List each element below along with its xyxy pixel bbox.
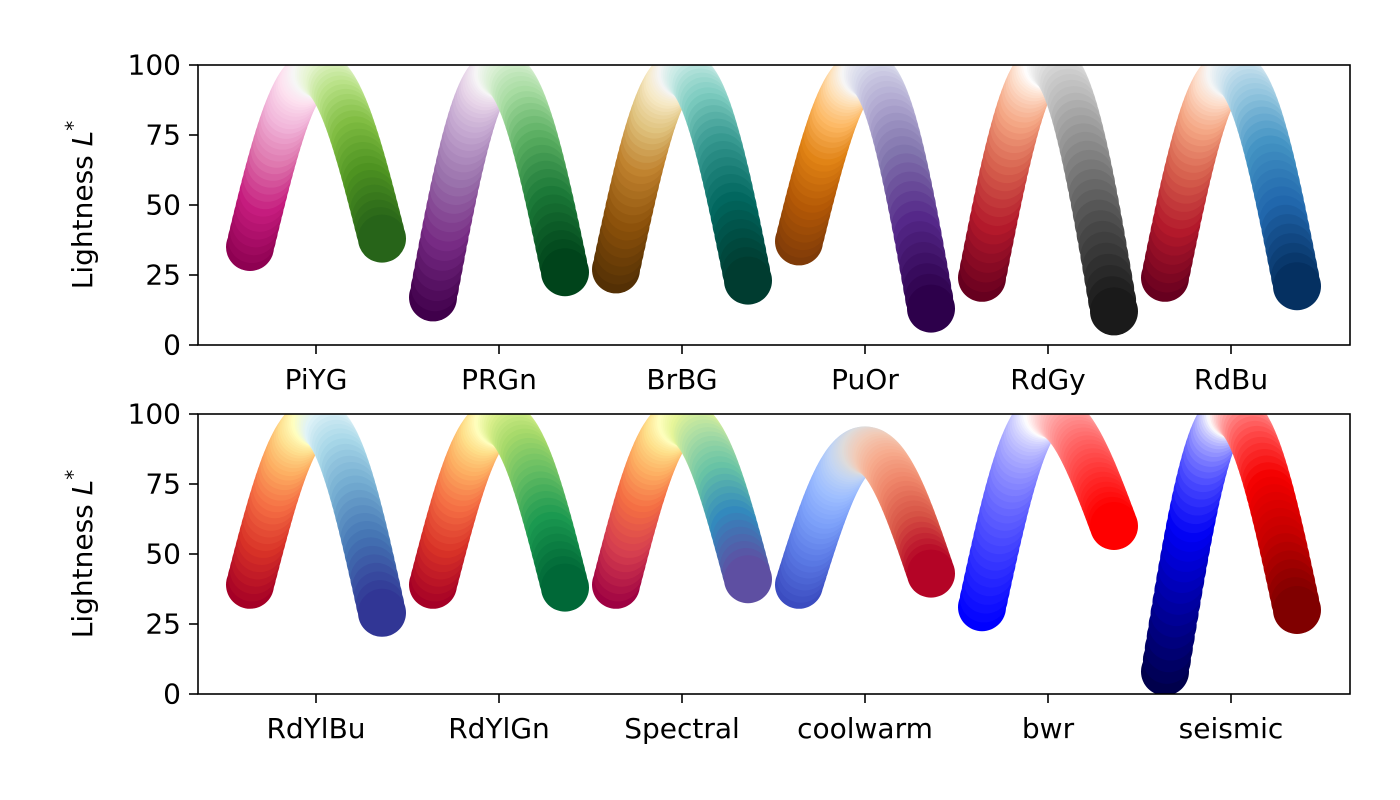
data-point	[724, 555, 772, 604]
series-seismic	[1141, 414, 1321, 694]
x-tick-label: RdBu	[1194, 363, 1268, 396]
x-tick-label: RdGy	[1010, 363, 1086, 396]
y-tick-label: 50	[145, 538, 181, 571]
bottom-axes: 0 25 50 75 100 RdYlBu RdYlGn Spectral coolwarm b…	[61, 398, 1351, 745]
x-tick-label: seismic	[1179, 712, 1284, 745]
top-x-ticks: PiYG PRGn BrBG PuOr RdGy RdBu	[285, 345, 1268, 396]
x-tick-label: coolwarm	[797, 712, 933, 745]
data-point	[1273, 586, 1321, 634]
data-point	[541, 563, 589, 612]
bottom-plot-markers	[226, 414, 1321, 694]
y-tick-label: 100	[128, 49, 181, 82]
series-prgn	[409, 65, 589, 322]
y-tick-label: 25	[145, 608, 181, 641]
bottom-y-ticks: 0 25 50 75 100	[128, 398, 198, 711]
x-tick-label: RdYlGn	[448, 712, 550, 745]
x-tick-label: bwr	[1022, 712, 1075, 745]
data-point	[724, 256, 772, 305]
y-tick-label: 75	[145, 468, 181, 501]
y-tick-label: 0	[163, 329, 181, 362]
x-tick-label: PuOr	[831, 363, 899, 396]
series-puor	[775, 65, 955, 333]
y-tick-label: 75	[145, 119, 181, 152]
bottom-y-axis-label: Lightness L*	[61, 470, 99, 639]
data-point	[358, 214, 406, 263]
series-coolwarm	[775, 426, 955, 609]
data-point	[541, 248, 589, 297]
data-point	[1273, 262, 1321, 311]
series-piyg	[226, 65, 406, 271]
top-axes: 0 25 50 75 100 PiYG PRGn BrBG PuOr RdGy RdBu Ligh…	[61, 49, 1351, 396]
x-tick-label: BrBG	[646, 363, 717, 396]
y-tick-label: 0	[163, 678, 181, 711]
y-tick-label: 25	[145, 259, 181, 292]
top-y-axis-label: Lightness L*	[61, 121, 99, 290]
x-tick-label: PiYG	[285, 363, 348, 396]
y-tick-label: 100	[128, 398, 181, 431]
data-point	[907, 284, 955, 333]
series-brbg	[592, 65, 772, 305]
data-point	[1090, 502, 1138, 550]
series-rdylbu	[226, 414, 406, 637]
bottom-x-ticks: RdYlBu RdYlGn Spectral coolwarm bwr seismic	[266, 694, 1283, 745]
x-tick-label: RdYlBu	[266, 712, 365, 745]
data-point	[907, 549, 955, 598]
y-tick-label: 50	[145, 189, 181, 222]
series-rdbu	[1141, 65, 1321, 311]
series-spectral	[592, 414, 772, 609]
top-plot-markers	[226, 65, 1321, 336]
x-tick-label: PRGn	[461, 363, 537, 396]
series-rdylgn	[409, 414, 589, 612]
data-point	[358, 588, 406, 637]
series-rdgy	[958, 65, 1138, 336]
top-y-ticks: 0 25 50 75 100	[128, 49, 198, 362]
data-point	[1090, 287, 1138, 336]
x-tick-label: Spectral	[624, 712, 740, 745]
series-bwr	[958, 414, 1138, 632]
